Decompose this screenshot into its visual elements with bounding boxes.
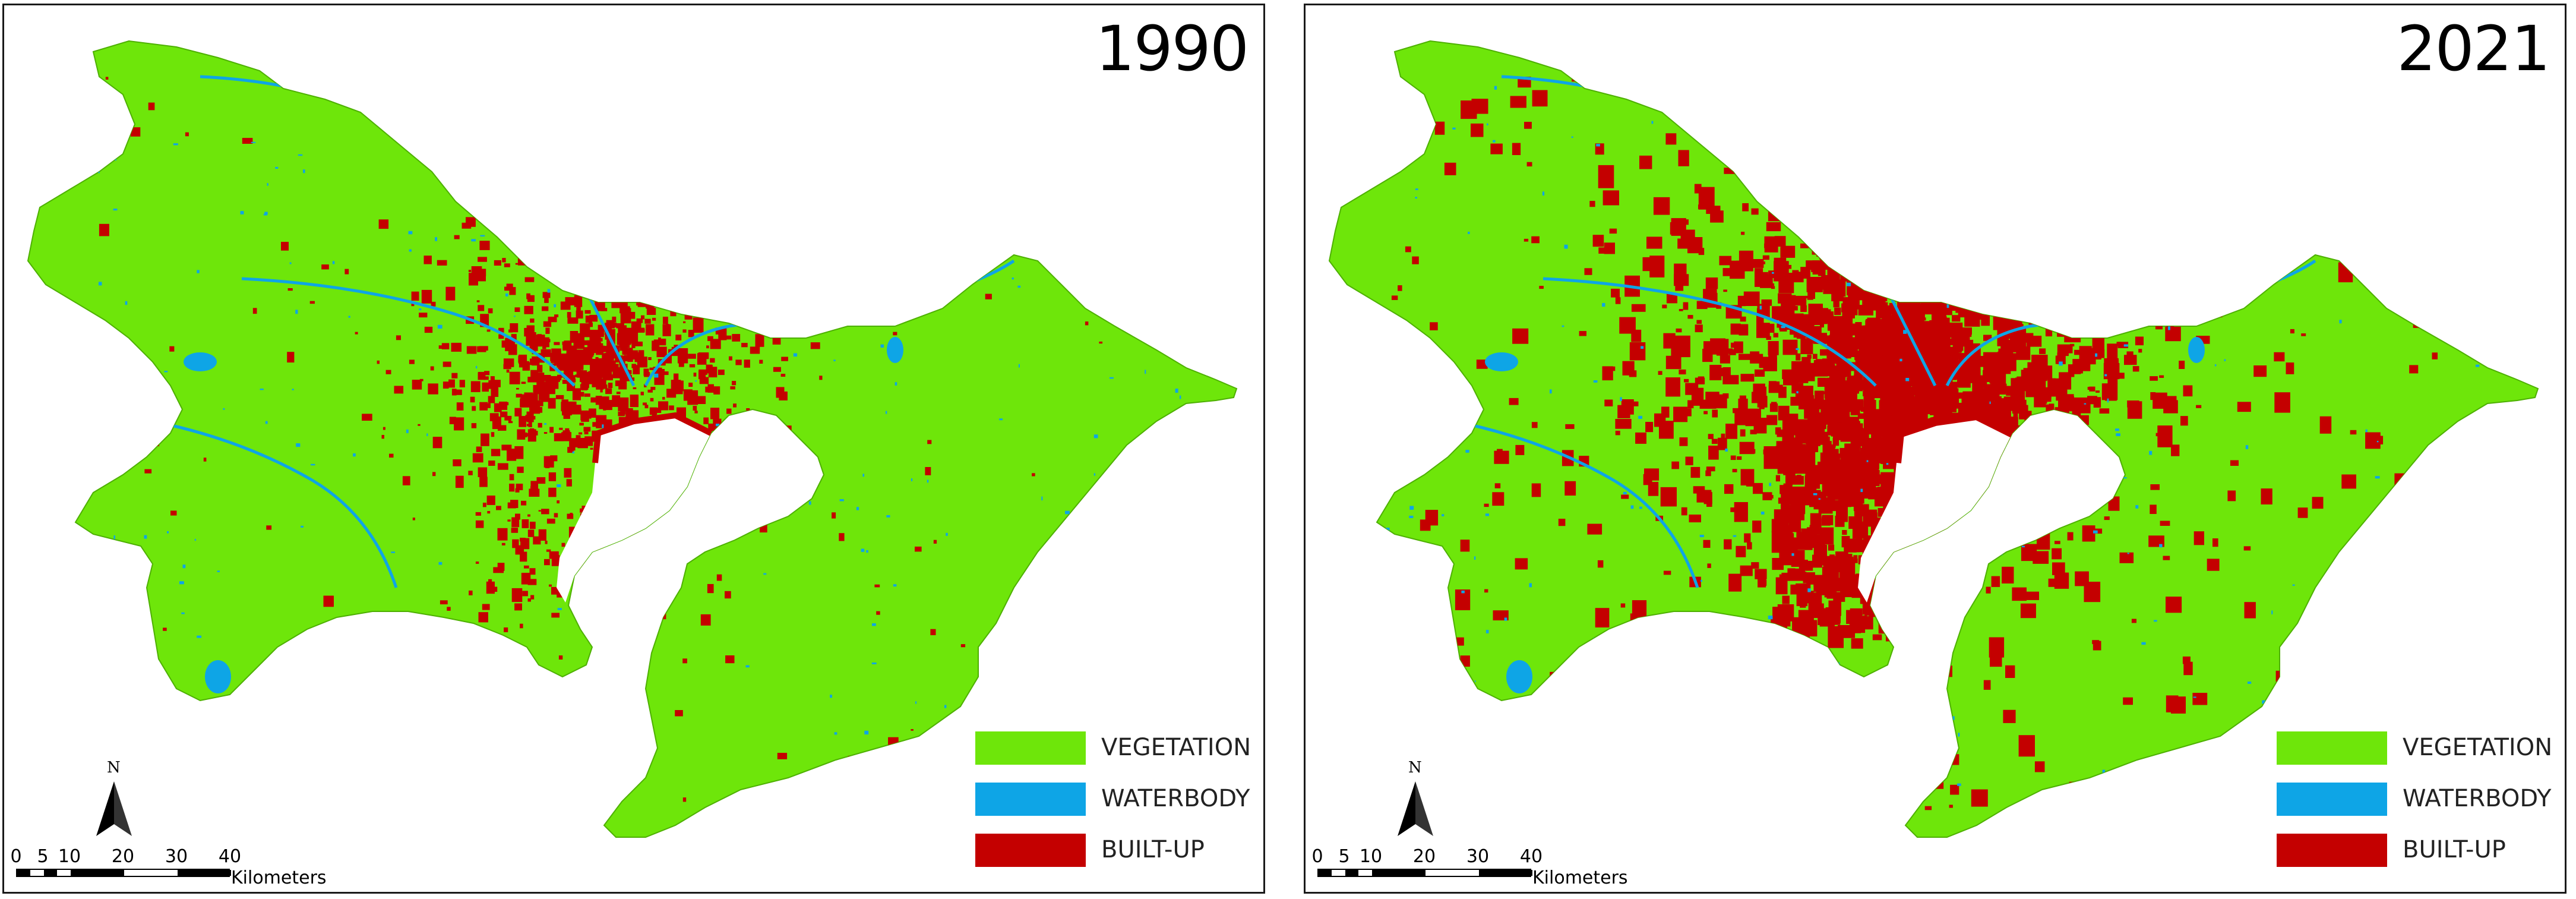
- north-arrow-icon: [96, 781, 132, 836]
- legend-item-built-up: BUILT-UP: [975, 834, 1263, 869]
- reservoir: [2188, 337, 2205, 363]
- river: [241, 277, 576, 387]
- scale-tick: 0: [1311, 846, 1323, 867]
- scale-bar: 0 5 10 20 30 40 Kilometers: [1311, 846, 1628, 888]
- reservoir: [65, 462, 86, 476]
- scale-tick: 10: [1359, 846, 1383, 867]
- bay-coastline-development: [1892, 410, 2015, 463]
- scale-units: Kilometers: [1532, 868, 1628, 888]
- scale-tick: 5: [1338, 846, 1350, 867]
- legend-swatch-vegetation: [975, 731, 1086, 765]
- tokyo-bay: [1858, 415, 2012, 603]
- scale-tick: 5: [37, 846, 49, 867]
- legend-swatch-vegetation: [2277, 731, 2387, 765]
- north-arrow-icon: [1398, 781, 1433, 836]
- river: [1453, 419, 1699, 588]
- scale-bar-graphic: [1317, 869, 1532, 877]
- land-cover-map-layer: [27, 40, 1238, 838]
- legend-item-vegetation: VEGETATION: [2277, 731, 2565, 767]
- scale-units: Kilometers: [231, 868, 327, 888]
- scale-tick: 30: [165, 846, 188, 867]
- legend-item-vegetation: VEGETATION: [975, 731, 1263, 767]
- legend-swatch-built-up: [2277, 834, 2387, 867]
- scale-tick: 40: [218, 846, 242, 867]
- scale-bar-graphic: [16, 869, 231, 877]
- legend-label: BUILT-UP: [2403, 836, 2506, 863]
- scale-bar: 0 5 10 20 30 40 Kilometers: [10, 846, 327, 888]
- scale-tick: 20: [1412, 846, 1436, 867]
- river: [1543, 277, 1877, 387]
- legend-label: WATERBODY: [2403, 785, 2552, 812]
- bay-coastline-development: [592, 412, 713, 463]
- north-arrow: N: [1392, 759, 1439, 836]
- legend-label: VEGETATION: [2403, 734, 2553, 761]
- map-panel-1990: 1990 N 0 5 10 20 30 40 Kilometers VEGETA…: [2, 4, 1265, 894]
- scale-tick: 0: [10, 846, 22, 867]
- map-year-label: 1990: [1095, 12, 1249, 85]
- tokyo-bay: [557, 415, 711, 603]
- reservoir: [1485, 352, 1518, 371]
- scale-tick: 30: [1466, 846, 1490, 867]
- map-year-label: 2021: [2397, 12, 2550, 85]
- reservoir: [184, 352, 217, 371]
- scale-tick: 20: [111, 846, 135, 867]
- north-arrow-label: N: [107, 759, 121, 777]
- river: [152, 419, 398, 588]
- reservoir: [887, 337, 903, 363]
- map-panel-2021: 2021 N 0 5 10 20 30 40 Kilometers VEGETA…: [1304, 4, 2566, 894]
- scale-tick: 10: [58, 846, 81, 867]
- legend-swatch-waterbody: [975, 783, 1086, 816]
- legend-swatch-built-up: [975, 834, 1086, 867]
- legend-item-waterbody: WATERBODY: [2277, 783, 2565, 818]
- north-arrow-label: N: [1408, 759, 1422, 777]
- land-cover-map-layer: [1328, 40, 2539, 838]
- legend-label: VEGETATION: [1101, 734, 1251, 761]
- reservoir: [1506, 660, 1532, 693]
- reservoir: [205, 660, 231, 693]
- legend-item-waterbody: WATERBODY: [975, 783, 1263, 818]
- legend-label: WATERBODY: [1101, 785, 1250, 812]
- legend-item-built-up: BUILT-UP: [2277, 834, 2565, 869]
- reservoir: [1366, 462, 1387, 476]
- legend-label: BUILT-UP: [1101, 836, 1205, 863]
- scale-tick: 40: [1519, 846, 1543, 867]
- north-arrow: N: [90, 759, 138, 836]
- land-cover-map-1990: [27, 40, 1238, 838]
- legend-swatch-waterbody: [2277, 783, 2387, 816]
- land-cover-map-2021: [1328, 40, 2539, 838]
- land-cover-detail: [65, 66, 1225, 818]
